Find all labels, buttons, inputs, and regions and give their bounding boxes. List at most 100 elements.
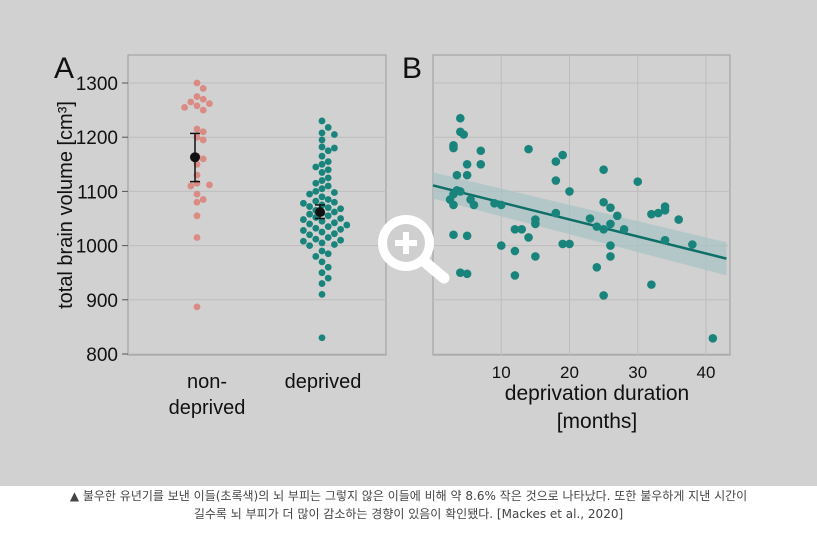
panel-a-point-deprived: [318, 290, 326, 298]
panel-b-point: [524, 144, 533, 154]
panel-b-point: [708, 333, 718, 343]
panel-a-point-deprived: [324, 147, 332, 155]
panel-b-point: [653, 208, 663, 218]
panel-b-point: [456, 268, 465, 278]
panel-a-point-non-deprived: [199, 128, 207, 136]
panel-a-point-non-deprived: [199, 95, 207, 103]
panel-b-point: [599, 291, 608, 300]
panel-a-point-non-deprived: [193, 198, 201, 206]
panel-b-point: [517, 225, 527, 234]
panel-a-point-deprived: [306, 242, 313, 250]
panel-a-point-deprived: [337, 236, 344, 244]
panel-a-point-non-deprived: [199, 106, 207, 114]
panel-a-point-non-deprived: [193, 102, 201, 110]
panel-a-category-label: non-: [187, 371, 227, 393]
panel-b-letter: B: [402, 52, 422, 85]
panel-b-point: [674, 215, 683, 224]
panel-a-point-deprived: [331, 144, 338, 152]
panel-a-point-deprived: [312, 179, 320, 187]
panel-a-point-deprived: [318, 136, 326, 144]
panel-b-point: [660, 235, 670, 245]
panel-a-point-deprived: [312, 224, 320, 232]
zoom-in-button[interactable]: [372, 210, 452, 290]
panel-a-point-deprived: [324, 204, 332, 212]
panel-b-point: [449, 200, 458, 210]
panel-a-point-deprived: [337, 225, 344, 233]
panel-a-category-label: deprived: [169, 397, 246, 419]
panel-a-y-tick-label: 800: [86, 345, 118, 366]
panel-b-confidence-band: [433, 172, 727, 276]
panel-a-point-deprived: [337, 215, 344, 222]
panel-a-point-deprived: [331, 219, 338, 227]
panel-b-x-tick-label: 10: [492, 363, 511, 382]
panel-a-y-axis-label: total brain volume [cm³]: [55, 101, 77, 309]
panel-a-point-non-deprived: [193, 303, 201, 311]
panel-a-point-deprived: [306, 190, 313, 198]
panel-a-point-deprived: [306, 210, 313, 218]
panel-a-point-deprived: [300, 227, 307, 234]
panel-a-point-deprived: [324, 223, 332, 231]
panel-b-point: [462, 269, 472, 279]
panel-b-frame: [432, 54, 731, 356]
panel-b-point: [599, 197, 608, 207]
panel-a-point-deprived: [324, 124, 332, 131]
panel-a-point-deprived: [300, 216, 307, 223]
panel-b-point: [531, 252, 540, 261]
panel-a-point-deprived: [318, 247, 326, 255]
panel-b-point: [459, 130, 469, 139]
panel-a-point-deprived: [324, 212, 332, 220]
panel-b-point: [647, 209, 656, 219]
panel-a-point-deprived: [324, 274, 332, 282]
caption-line-1: ▲ 불우한 유년기를 보낸 이들(초록색)의 뇌 부피는 그렇지 않은 이들에 …: [69, 489, 748, 503]
panel-a-point-deprived: [312, 235, 320, 243]
panel-a-point-deprived: [312, 197, 320, 205]
panel-a-point-deprived: [324, 174, 332, 182]
panel-a-point-deprived: [306, 231, 313, 239]
panel-a-point-deprived: [312, 188, 320, 195]
panel-b-point: [456, 113, 465, 123]
figure-panel: 800 900 1000 1100 1200 1300 total brain volume…: [0, 0, 817, 486]
panel-a-point-non-deprived: [193, 190, 201, 198]
panel-b-point: [462, 160, 472, 169]
panel-a-y-tick-label: 1300: [76, 74, 118, 95]
panel-b-point: [606, 203, 615, 212]
panel-a-point-deprived: [318, 160, 326, 168]
panel-a-point-deprived: [318, 177, 326, 184]
panel-a-point-deprived: [331, 198, 338, 206]
panel-a-point-deprived: [324, 158, 332, 165]
panel-a-point-non-deprived: [193, 93, 201, 100]
panel-a-mean-deprived: [315, 206, 325, 217]
zoom-in-icon: [378, 215, 450, 284]
panel-b-point: [452, 170, 462, 180]
panel-b-x-tick-label: 30: [628, 363, 647, 382]
panel-a-point-deprived: [318, 129, 326, 137]
panel-b-point: [688, 240, 697, 249]
panel-b-point: [606, 241, 615, 250]
panel-b-point: [510, 246, 520, 256]
panel-a-point-deprived: [343, 221, 351, 229]
panel-b-point: [462, 231, 472, 241]
panel-a-point-deprived: [331, 230, 338, 238]
panel-b-point: [551, 176, 561, 185]
panel-a-y-tick-label: 1000: [76, 237, 118, 258]
panel-b-point: [462, 170, 472, 180]
panel-a-point-deprived: [324, 166, 332, 174]
panel-a-point-deprived: [318, 169, 326, 176]
panel-b-point: [510, 271, 520, 280]
panel-b-point: [606, 219, 615, 229]
panel-a-point-deprived: [331, 189, 338, 196]
panel-b-x-axis-label: [months]: [557, 410, 638, 433]
panel-a-point-deprived: [318, 193, 326, 201]
panel-b-x-axis-label: deprivation duration: [505, 382, 689, 405]
panel-a-point-deprived: [324, 263, 332, 271]
panel-b-point: [565, 239, 574, 249]
panel-a-y-tick-label: 900: [86, 291, 118, 312]
panel-a-point-non-deprived: [193, 79, 201, 87]
panel-b-point: [647, 280, 656, 289]
panel-b-point: [496, 241, 506, 250]
panel-b-point: [551, 208, 561, 218]
panel-a-point-deprived: [324, 196, 332, 203]
panel-b-point: [565, 187, 574, 196]
panel-a-point-non-deprived: [199, 85, 207, 92]
panel-a-point-deprived: [318, 228, 326, 236]
